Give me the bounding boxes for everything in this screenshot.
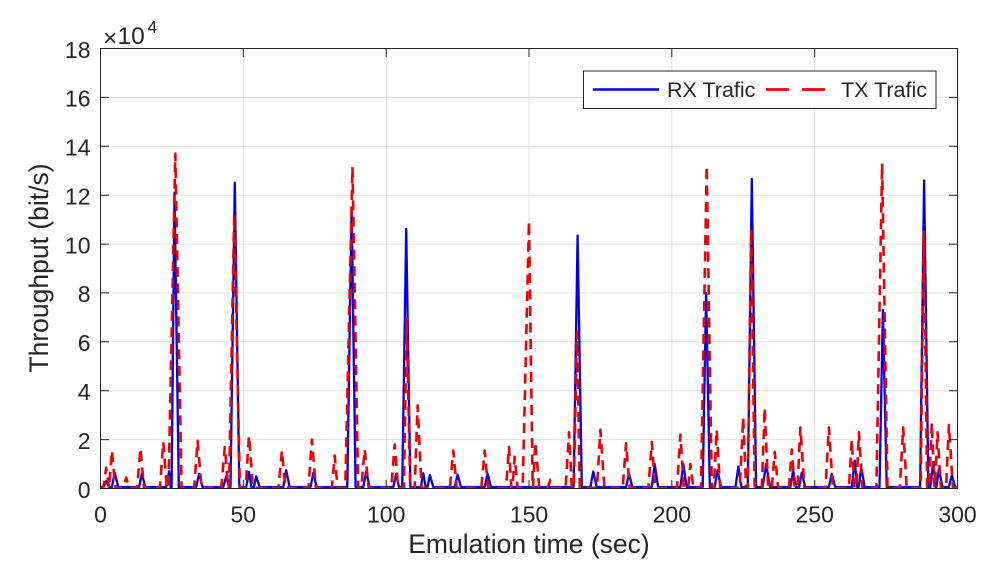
svg-text:150: 150 bbox=[510, 502, 548, 528]
svg-text:250: 250 bbox=[796, 502, 834, 528]
svg-text:0: 0 bbox=[78, 477, 91, 503]
svg-text:200: 200 bbox=[653, 502, 691, 528]
svg-text:4: 4 bbox=[78, 379, 91, 405]
svg-text:8: 8 bbox=[78, 281, 91, 307]
svg-text:0: 0 bbox=[94, 502, 107, 528]
svg-text:×: × bbox=[103, 25, 117, 52]
svg-text:16: 16 bbox=[65, 86, 91, 112]
svg-text:10: 10 bbox=[65, 232, 91, 258]
svg-text:TX Trafic: TX Trafic bbox=[841, 78, 927, 102]
svg-text:14: 14 bbox=[65, 135, 91, 161]
svg-text:2: 2 bbox=[78, 428, 91, 454]
svg-text:50: 50 bbox=[231, 502, 257, 528]
svg-text:300: 300 bbox=[938, 502, 976, 528]
svg-text:Throughput (bit/s): Throughput (bit/s) bbox=[24, 163, 54, 372]
svg-text:100: 100 bbox=[367, 502, 405, 528]
svg-text:18: 18 bbox=[65, 37, 91, 63]
svg-text:4: 4 bbox=[148, 17, 158, 37]
svg-text:10: 10 bbox=[118, 23, 145, 50]
svg-text:6: 6 bbox=[78, 330, 91, 356]
svg-text:Emulation time (sec): Emulation time (sec) bbox=[408, 529, 650, 559]
svg-text:12: 12 bbox=[65, 184, 91, 210]
svg-text:RX Trafic: RX Trafic bbox=[667, 78, 756, 102]
